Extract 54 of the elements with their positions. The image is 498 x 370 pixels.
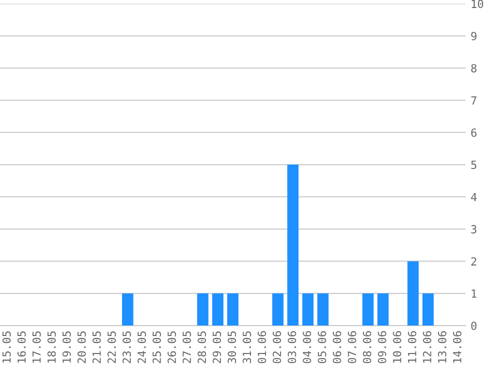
y-tick-label: 1 xyxy=(472,290,476,298)
y-tick-label: 2 xyxy=(471,257,476,266)
bar xyxy=(287,164,299,326)
x-tick-label: 27.05 xyxy=(182,331,192,364)
x-tick-label: 10.06 xyxy=(392,331,402,363)
x-tick-label: 13.06 xyxy=(438,331,446,363)
x-tick-label: 06.06 xyxy=(332,331,342,364)
bar xyxy=(317,293,329,326)
y-tick-label: 4 xyxy=(471,192,477,202)
y-tick-label: 8 xyxy=(471,64,476,72)
x-tick-label: 05.06 xyxy=(318,331,326,364)
x-tick-label: 24.05 xyxy=(138,331,146,364)
x-tick-label: 20.05 xyxy=(77,331,86,364)
x-tick-label: 09.06 xyxy=(378,331,386,364)
x-tick-label: 19.05 xyxy=(62,331,71,363)
x-tick-label: 23.05 xyxy=(122,331,131,364)
y-tick-label: 3 xyxy=(471,225,476,234)
bar xyxy=(302,293,314,326)
x-tick-label: 01.06 xyxy=(258,331,266,364)
x-tick-label: 26.05 xyxy=(168,331,176,364)
bar xyxy=(227,293,238,326)
x-tick-label: 11.06 xyxy=(408,331,416,363)
bar xyxy=(122,293,134,326)
x-tick-label: 18.05 xyxy=(47,331,56,363)
y-tick-label: 10 xyxy=(472,0,484,8)
x-tick-label: 31.05 xyxy=(242,331,252,364)
y-tick-label: 6 xyxy=(471,128,476,137)
x-tick-label: 08.06 xyxy=(362,331,372,364)
x-tick-label: 30.05 xyxy=(228,331,236,364)
x-tick-label: 28.05 xyxy=(198,331,206,364)
x-tick-label: 03.06 xyxy=(288,331,296,364)
x-tick-label: 15.05 xyxy=(2,331,11,363)
x-tick-label: 17.05 xyxy=(32,331,41,363)
y-tick-label: 9 xyxy=(471,32,476,40)
x-tick-label: 21.05 xyxy=(92,331,101,364)
x-tick-label: 02.06 xyxy=(272,331,282,364)
x-tick-label: 29.05 xyxy=(212,331,222,364)
y-tick-label: 0 xyxy=(471,322,476,330)
x-tick-label: 12.06 xyxy=(422,331,432,363)
bar xyxy=(197,293,208,326)
y-tick-label: 7 xyxy=(471,96,476,105)
bar xyxy=(272,293,284,326)
bar xyxy=(422,293,434,326)
x-tick-label: 04.06 xyxy=(302,331,312,364)
bar xyxy=(212,293,224,326)
x-tick-label: 25.05 xyxy=(152,331,161,364)
bar xyxy=(377,293,389,326)
bar xyxy=(407,261,419,326)
bar xyxy=(362,293,374,326)
x-tick-label: 14.06 xyxy=(452,331,462,363)
x-tick-label: 07.06 xyxy=(348,331,356,364)
y-tick-label: 5 xyxy=(471,160,476,170)
x-tick-label: 22.05 xyxy=(108,331,116,364)
x-tick-label: 16.05 xyxy=(17,331,26,363)
